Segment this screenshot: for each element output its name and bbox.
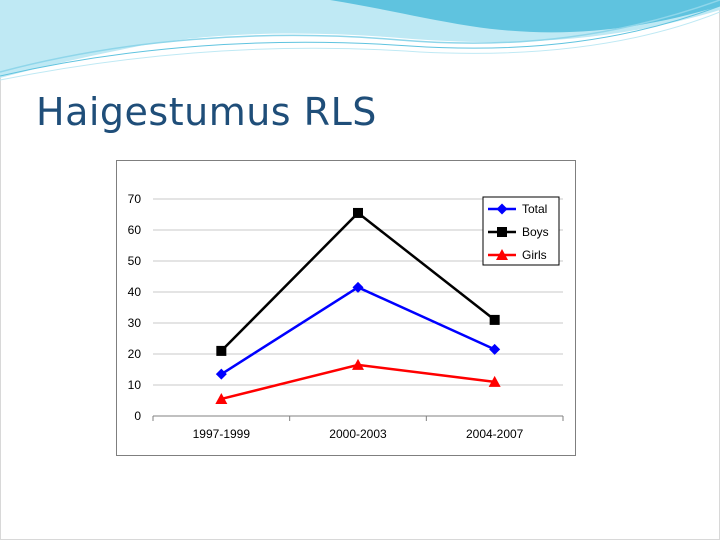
y-tick-label: 60 <box>128 223 142 237</box>
legend-marker-total <box>496 203 508 215</box>
data-point-total <box>352 281 364 293</box>
y-tick-label: 70 <box>128 192 142 206</box>
y-tick-label: 30 <box>128 316 142 330</box>
data-point-boys <box>489 314 500 325</box>
y-tick-label: 50 <box>128 254 142 268</box>
legend-marker-boys <box>497 227 507 237</box>
x-tick-label: 1997-1999 <box>193 427 251 441</box>
y-tick-label: 20 <box>128 347 142 361</box>
data-point-total <box>215 368 227 380</box>
data-point-girls <box>215 392 228 404</box>
legend-label-total: Total <box>522 202 547 216</box>
data-point-girls <box>488 375 501 387</box>
header-wave-decoration <box>0 0 720 81</box>
y-tick-label: 0 <box>134 409 141 423</box>
y-tick-label: 40 <box>128 285 142 299</box>
data-point-boys <box>216 345 227 356</box>
x-tick-label: 2004-2007 <box>466 427 524 441</box>
data-point-total <box>489 343 501 355</box>
chart-container: 0 10 20 30 40 50 60 70 1997-1999 2000-2003 2004-20… <box>116 160 576 456</box>
line-chart: 0 10 20 30 40 50 60 70 1997-1999 2000-2003 2004-20… <box>128 192 564 441</box>
x-tick-label: 2000-2003 <box>329 427 387 441</box>
series-line-girls <box>221 363 495 401</box>
legend-label-girls: Girls <box>522 248 547 262</box>
data-point-girls <box>352 358 364 370</box>
legend-marker-girls <box>496 249 508 260</box>
legend-label-boys: Boys <box>522 225 549 239</box>
data-point-boys <box>353 207 363 218</box>
y-tick-label: 10 <box>128 378 142 392</box>
slide-title: Haigestumus RLS <box>36 90 377 134</box>
